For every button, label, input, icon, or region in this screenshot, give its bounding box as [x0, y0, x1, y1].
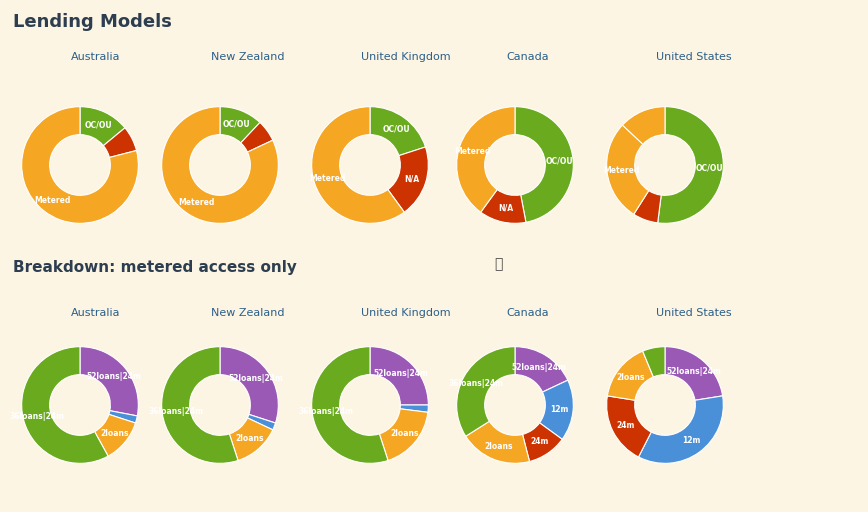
Text: Breakdown: metered access only: Breakdown: metered access only — [13, 260, 297, 275]
Text: OC/OU: OC/OU — [85, 120, 113, 130]
Wedge shape — [22, 106, 138, 223]
Wedge shape — [622, 106, 665, 144]
Text: Metered: Metered — [178, 198, 214, 207]
Text: Canada: Canada — [506, 52, 549, 62]
Wedge shape — [229, 418, 273, 460]
Text: Metered: Metered — [455, 147, 491, 156]
Wedge shape — [22, 347, 109, 463]
Wedge shape — [370, 106, 425, 156]
Text: Australia: Australia — [71, 308, 121, 318]
Wedge shape — [607, 396, 651, 457]
Text: OC/OU: OC/OU — [222, 119, 250, 129]
Wedge shape — [161, 347, 238, 463]
Wedge shape — [80, 106, 125, 146]
Text: N/A: N/A — [404, 174, 420, 183]
Text: United Kingdom: United Kingdom — [361, 308, 451, 318]
Text: United States: United States — [656, 308, 732, 318]
Wedge shape — [312, 106, 404, 223]
Wedge shape — [466, 421, 529, 463]
Text: 2loans: 2loans — [484, 442, 513, 451]
Wedge shape — [400, 405, 428, 412]
Wedge shape — [247, 414, 275, 430]
Wedge shape — [515, 106, 574, 222]
Text: 2loans: 2loans — [616, 373, 644, 382]
Text: 52loans|24m: 52loans|24m — [374, 369, 429, 378]
Wedge shape — [220, 347, 279, 423]
Wedge shape — [312, 347, 388, 463]
Wedge shape — [523, 423, 562, 461]
Wedge shape — [457, 347, 515, 436]
Text: United Kingdom: United Kingdom — [361, 52, 451, 62]
Wedge shape — [95, 414, 135, 456]
Wedge shape — [608, 351, 654, 400]
Text: Australia: Australia — [71, 52, 121, 62]
Text: N/A: N/A — [497, 204, 513, 213]
Text: 36loans|24m: 36loans|24m — [148, 408, 204, 416]
Text: Metered: Metered — [35, 196, 71, 204]
Text: OC/OU: OC/OU — [545, 156, 573, 165]
Wedge shape — [515, 347, 568, 392]
Text: Metered: Metered — [310, 174, 346, 183]
Text: Metered: Metered — [603, 166, 639, 175]
Text: ⓘ: ⓘ — [495, 258, 503, 271]
Wedge shape — [642, 347, 665, 377]
Text: New Zealand: New Zealand — [211, 308, 285, 318]
Text: 52loans|24m: 52loans|24m — [87, 372, 141, 381]
Wedge shape — [540, 380, 574, 439]
Text: 2loans: 2loans — [235, 434, 264, 443]
Wedge shape — [639, 396, 723, 463]
Text: United States: United States — [656, 52, 732, 62]
Wedge shape — [240, 122, 273, 152]
Wedge shape — [665, 347, 723, 400]
Wedge shape — [388, 147, 428, 212]
Text: Canada: Canada — [506, 308, 549, 318]
Wedge shape — [379, 409, 428, 460]
Text: 36loans|24m: 36loans|24m — [449, 379, 503, 388]
Wedge shape — [607, 125, 648, 214]
Text: 12m: 12m — [682, 436, 700, 445]
Wedge shape — [658, 106, 723, 223]
Text: 2loans: 2loans — [100, 429, 128, 438]
Wedge shape — [80, 347, 138, 416]
Text: 2loans: 2loans — [390, 429, 418, 438]
Text: New Zealand: New Zealand — [211, 52, 285, 62]
Text: 12m: 12m — [550, 404, 569, 414]
Wedge shape — [103, 128, 136, 158]
Text: 52loans|24m: 52loans|24m — [667, 367, 721, 376]
Wedge shape — [108, 411, 137, 423]
Text: Lending Models: Lending Models — [13, 13, 172, 31]
Wedge shape — [161, 106, 279, 223]
Wedge shape — [370, 347, 428, 405]
Text: OC/OU: OC/OU — [382, 124, 410, 134]
Wedge shape — [481, 189, 526, 223]
Text: 36loans|24m: 36loans|24m — [299, 408, 354, 416]
Text: 24m: 24m — [616, 421, 635, 430]
Wedge shape — [220, 106, 260, 143]
Text: 36loans|24m: 36loans|24m — [10, 412, 64, 420]
Text: 52loans|24m: 52loans|24m — [511, 363, 566, 372]
Wedge shape — [457, 106, 515, 212]
Wedge shape — [634, 190, 661, 223]
Text: 52loans|24m: 52loans|24m — [228, 374, 283, 383]
Text: OC/OU: OC/OU — [695, 163, 723, 172]
Text: 24m: 24m — [530, 437, 549, 446]
